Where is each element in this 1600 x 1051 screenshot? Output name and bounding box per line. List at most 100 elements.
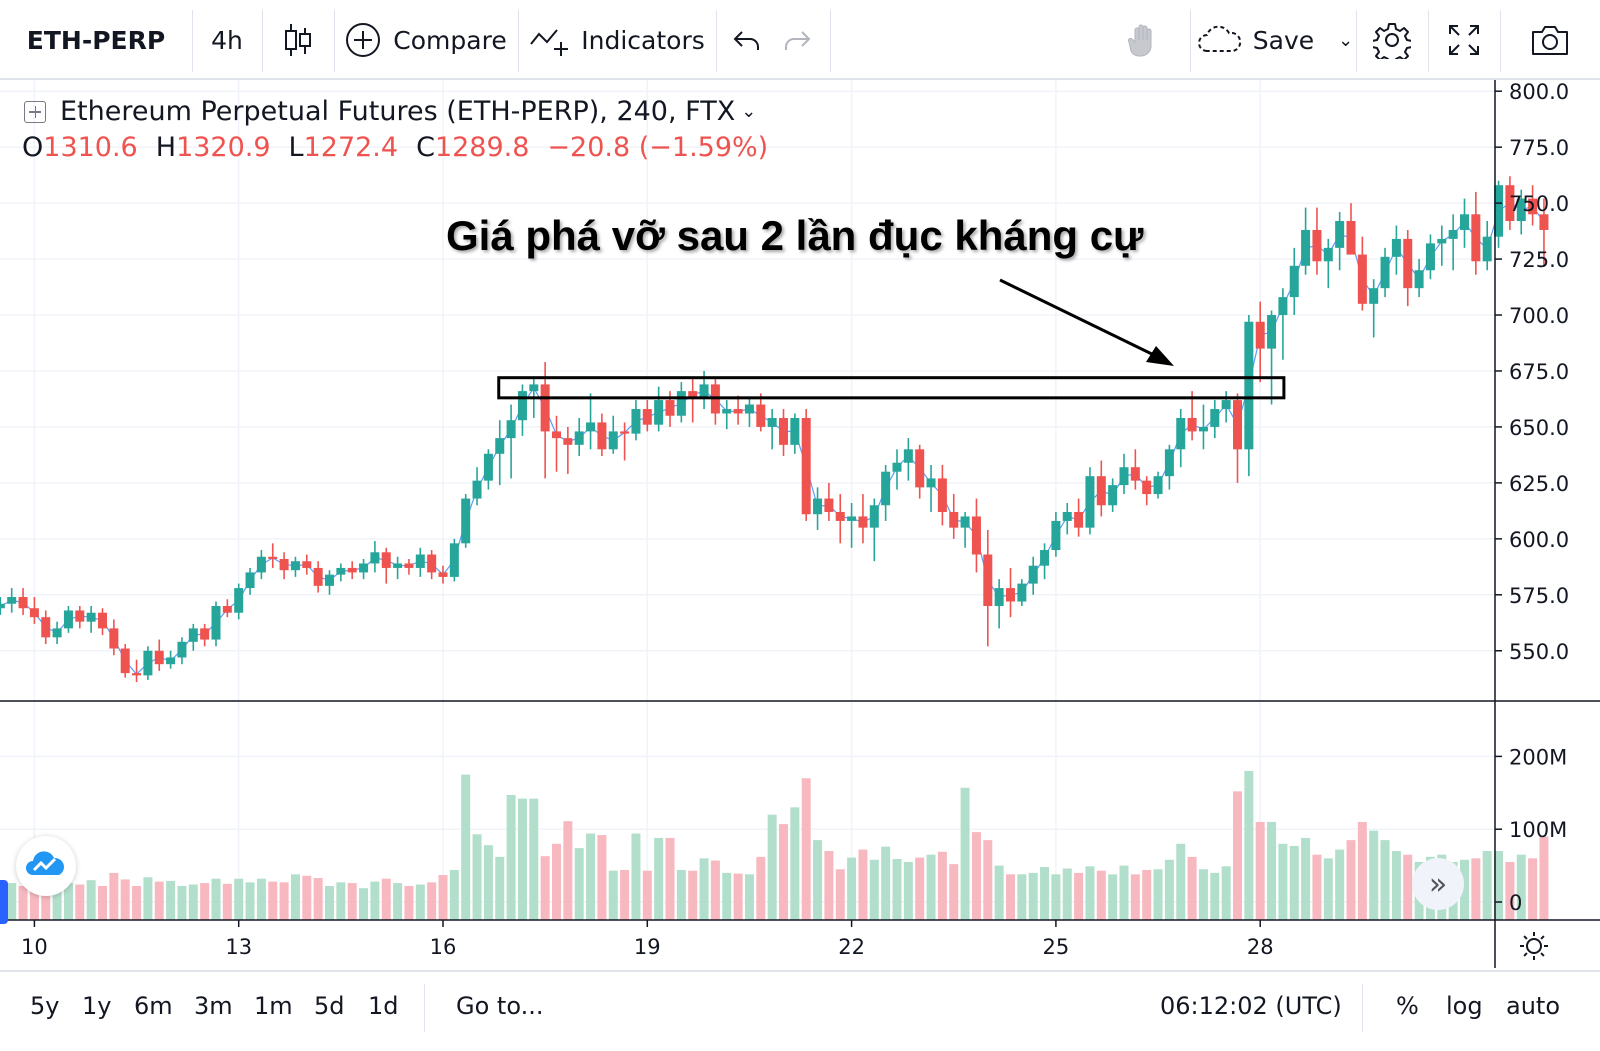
candle-up bbox=[1380, 256, 1390, 289]
candle-down bbox=[404, 563, 414, 568]
candle-down bbox=[1006, 588, 1015, 602]
volume-bar bbox=[1153, 869, 1163, 920]
tradingview-logo[interactable] bbox=[16, 836, 76, 896]
candle-down bbox=[313, 567, 323, 586]
candle-up bbox=[1244, 321, 1254, 450]
candle-up bbox=[1108, 485, 1118, 506]
volume-tick-label: 0 bbox=[1509, 891, 1522, 915]
goto-button[interactable]: Go to... bbox=[456, 992, 544, 1020]
candle-up bbox=[1051, 520, 1061, 551]
volume-bar bbox=[574, 848, 584, 920]
candle-up bbox=[415, 554, 425, 568]
volume-bar bbox=[903, 861, 913, 920]
volume-bar bbox=[801, 778, 811, 920]
volume-bar bbox=[1198, 869, 1208, 920]
candle-down bbox=[779, 417, 788, 445]
time-tick-label: 28 bbox=[1247, 935, 1274, 959]
volume-bar bbox=[620, 869, 630, 920]
compare-button[interactable]: Compare bbox=[334, 0, 518, 80]
range-6m-button[interactable]: 6m bbox=[134, 992, 173, 1020]
annotation-text[interactable]: Giá phá vỡ sau 2 lần đục kháng cự bbox=[446, 212, 1144, 259]
candle-down bbox=[427, 554, 437, 573]
fullscreen-button[interactable] bbox=[1428, 0, 1500, 80]
volume-bar bbox=[211, 878, 221, 920]
gear-icon bbox=[1373, 21, 1411, 59]
volume-bar bbox=[1255, 821, 1265, 920]
bottom-toolbar: 5y 1y 6m 3m 1m 5d 1d Go to... 06:12:02 (… bbox=[0, 970, 1600, 1051]
series-legend[interactable]: Ethereum Perpetual Futures (ETH-PERP), 2… bbox=[24, 96, 756, 127]
indicators-button[interactable]: Indicators bbox=[518, 0, 716, 80]
volume-bar bbox=[529, 798, 539, 920]
symbol-search-button[interactable]: ETH-PERP bbox=[0, 0, 192, 80]
volume-bar bbox=[1062, 868, 1072, 920]
chevron-down-icon: ⌄ bbox=[1338, 29, 1354, 51]
volume-bar bbox=[949, 864, 959, 920]
add-symbol-icon[interactable] bbox=[24, 100, 46, 123]
volume-bar bbox=[279, 882, 289, 920]
volume-bar bbox=[1119, 865, 1129, 920]
log-toggle[interactable]: log bbox=[1446, 992, 1483, 1020]
candle-down bbox=[540, 384, 550, 432]
volume-bar bbox=[75, 884, 85, 920]
candle-down bbox=[18, 597, 28, 609]
range-1y-button[interactable]: 1y bbox=[82, 992, 112, 1020]
open-label: O bbox=[22, 132, 44, 163]
candle-down bbox=[41, 617, 51, 638]
range-5d-button[interactable]: 5d bbox=[314, 992, 345, 1020]
candle-down bbox=[1403, 238, 1413, 289]
candle-up bbox=[290, 561, 300, 571]
volume-bar bbox=[1164, 859, 1174, 920]
percent-toggle[interactable]: % bbox=[1396, 992, 1419, 1020]
candle-down bbox=[381, 552, 391, 568]
settings-button[interactable] bbox=[1356, 0, 1428, 80]
time-display[interactable]: 06:12:02 (UTC) bbox=[1160, 992, 1342, 1020]
interval-button[interactable]: 4h bbox=[192, 0, 262, 80]
volume-bar bbox=[506, 794, 516, 920]
range-3m-button[interactable]: 3m bbox=[194, 992, 233, 1020]
hand-tool-button[interactable] bbox=[1116, 0, 1172, 80]
volume-bar bbox=[733, 873, 743, 920]
time-tick-label: 10 bbox=[21, 935, 48, 959]
candle-down bbox=[983, 554, 993, 606]
sun-icon[interactable] bbox=[1520, 932, 1548, 960]
open-value: 1310.6 bbox=[43, 132, 138, 163]
chart-area[interactable]: 800.0 775.0 750.0 725.0 700.0 675.0 650.0 625.0… bbox=[0, 80, 1600, 970]
candle-up bbox=[1289, 265, 1299, 298]
left-panel-tab[interactable] bbox=[0, 880, 8, 924]
volume-bar bbox=[1210, 872, 1220, 920]
candle-down bbox=[824, 498, 834, 512]
volume-bar bbox=[438, 875, 448, 920]
candle-up bbox=[586, 422, 596, 432]
candle-down bbox=[98, 612, 107, 629]
candle-up bbox=[881, 471, 891, 506]
volume-bar bbox=[1391, 851, 1401, 920]
range-5y-button[interactable]: 5y bbox=[30, 992, 60, 1020]
volume-bar bbox=[835, 869, 845, 920]
candle-up bbox=[86, 612, 96, 622]
undo-button[interactable] bbox=[722, 0, 772, 80]
candle-down bbox=[1346, 221, 1356, 255]
candle-down bbox=[915, 449, 925, 488]
chevron-down-icon[interactable]: ⌄ bbox=[741, 101, 757, 122]
volume-bar bbox=[937, 851, 947, 920]
chart-type-button[interactable] bbox=[262, 0, 334, 80]
candle-down bbox=[1528, 198, 1538, 215]
candle-up bbox=[256, 556, 266, 573]
redo-button[interactable] bbox=[772, 0, 822, 80]
candle-up bbox=[654, 400, 664, 425]
save-button[interactable]: Save ⌄ bbox=[1196, 0, 1354, 80]
candle-down bbox=[642, 409, 652, 425]
volume-bar bbox=[1130, 874, 1140, 920]
price-chart[interactable]: 800.0 775.0 750.0 725.0 700.0 675.0 650.0 625.0… bbox=[0, 80, 1600, 970]
volume-bar bbox=[1403, 854, 1413, 920]
candle-up bbox=[1085, 476, 1095, 528]
range-1m-button[interactable]: 1m bbox=[254, 992, 293, 1020]
snapshot-button[interactable] bbox=[1500, 0, 1600, 80]
auto-toggle[interactable]: auto bbox=[1506, 992, 1561, 1020]
range-1d-button[interactable]: 1d bbox=[368, 992, 399, 1020]
volume-bar bbox=[926, 854, 936, 920]
volume-bar bbox=[1017, 874, 1027, 920]
candle-up bbox=[847, 516, 857, 521]
volume-bar bbox=[1301, 837, 1311, 920]
scroll-to-realtime-button[interactable]: » bbox=[1412, 858, 1464, 910]
